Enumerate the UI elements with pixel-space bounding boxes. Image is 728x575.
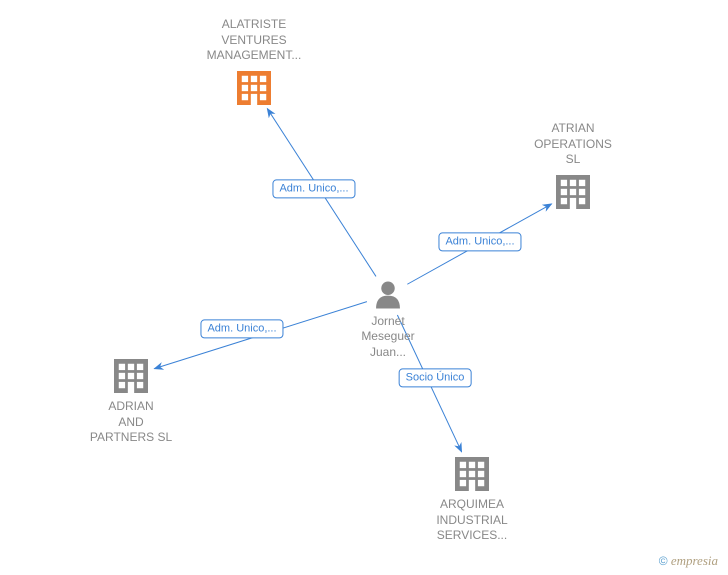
edge-label-alatriste: Adm. Unico,...	[272, 179, 355, 198]
building-icon[interactable]	[556, 175, 590, 209]
building-icon[interactable]	[455, 457, 489, 491]
building-icon[interactable]	[114, 359, 148, 393]
edge-label-arquimea: Socio Único	[399, 368, 472, 387]
copyright-symbol: ©	[659, 554, 668, 568]
node-label-alatriste[interactable]: ALATRISTE VENTURES MANAGEMENT...	[199, 17, 309, 64]
watermark-text: empresia	[671, 553, 718, 568]
edge-label-adrian: Adm. Unico,...	[200, 319, 283, 338]
watermark: © empresia	[659, 553, 718, 569]
person-icon[interactable]	[376, 282, 400, 309]
building-icon[interactable]	[237, 71, 271, 105]
node-label-arquimea[interactable]: ARQUIMEA INDUSTRIAL SERVICES...	[417, 497, 527, 544]
diagram-canvas	[0, 0, 728, 575]
center-node-label[interactable]: Jornet Meseguer Juan...	[343, 314, 433, 361]
node-label-atrian[interactable]: ATRIAN OPERATIONS SL	[518, 121, 628, 168]
edge-label-atrian: Adm. Unico,...	[438, 232, 521, 251]
node-label-adrian[interactable]: ADRIAN AND PARTNERS SL	[76, 399, 186, 446]
